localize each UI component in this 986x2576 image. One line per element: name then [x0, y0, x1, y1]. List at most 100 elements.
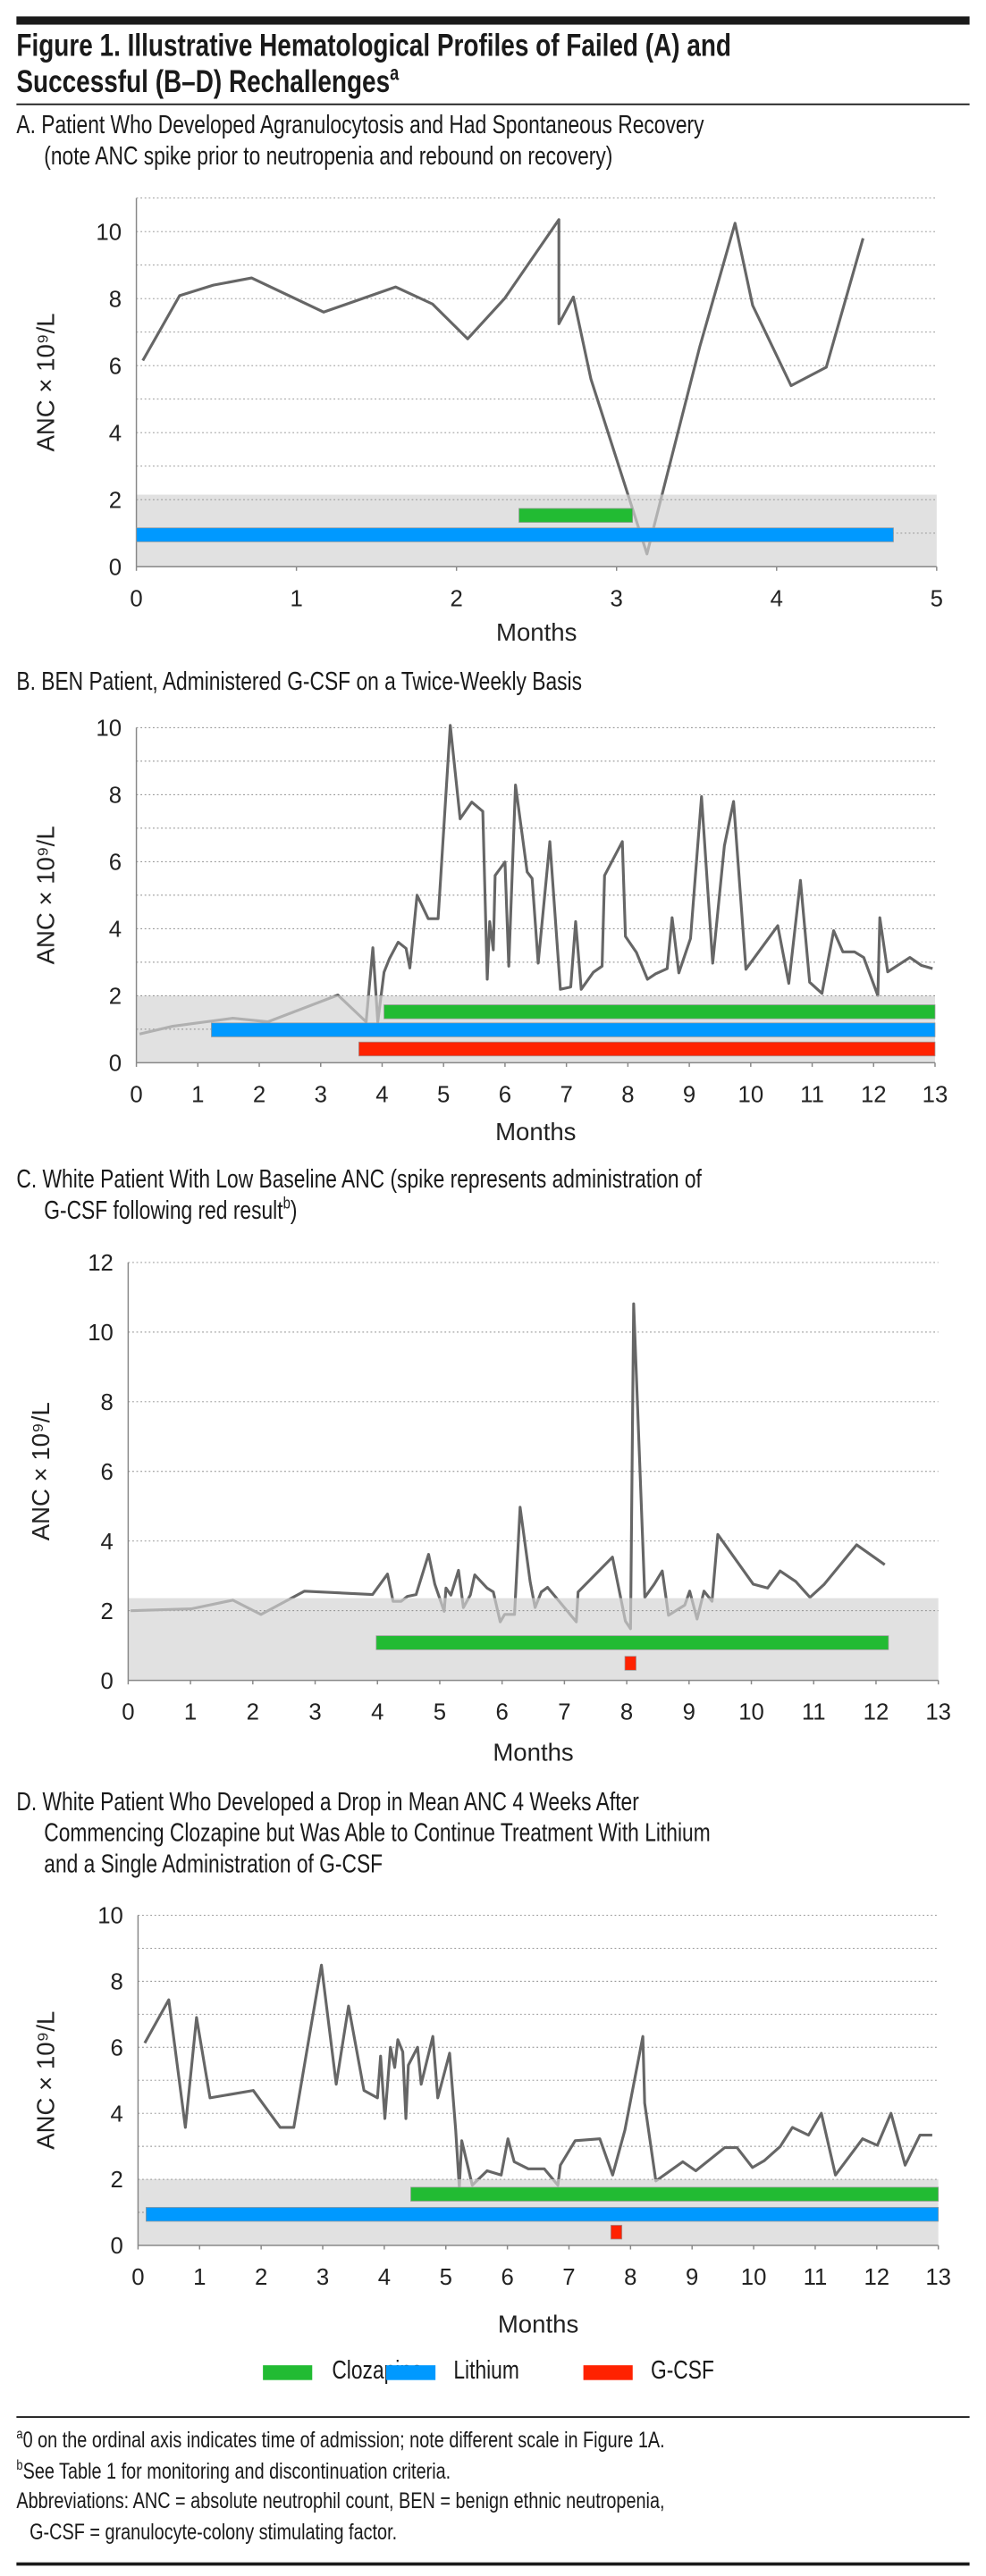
anc-series-line: [141, 218, 864, 495]
anc-series-line: [332, 724, 933, 996]
treatment-bar-lithium: [211, 1022, 936, 1037]
x-tick-label: 7: [558, 1700, 570, 1725]
panel-b-title: B. BEN Patient, Administered G-CSF on a …: [16, 667, 582, 698]
y-tick-label: 8: [111, 1970, 123, 1995]
footnote-text: See Table 1 for monitoring and discontin…: [22, 2458, 451, 2483]
x-tick-label: 0: [131, 2265, 144, 2290]
panel-d-line: Commencing Clozapine but Was Able to Con…: [44, 1819, 711, 1849]
x-tick-label: 5: [440, 2265, 452, 2290]
x-tick-label: 4: [378, 2265, 391, 2290]
x-tick-label: 5: [437, 1082, 450, 1107]
x-tick-label: 11: [800, 1082, 824, 1107]
panel-a-line: (note ANC spike prior to neutropenia and…: [44, 142, 613, 172]
y-tick-label: 4: [111, 2102, 123, 2127]
x-tick-label: 9: [686, 2265, 698, 2290]
x-tick-label: 10: [738, 1700, 764, 1725]
panel-a-line: A. Patient Who Developed Agranulocytosis…: [16, 112, 704, 140]
panel-b-line: B. BEN Patient, Administered G-CSF on a …: [16, 668, 582, 697]
x-tick-label: 4: [771, 586, 783, 611]
treatment-bar-g-csf: [610, 2224, 623, 2240]
x-tick-label: 2: [451, 586, 463, 611]
treatment-bar-clozapine: [518, 508, 634, 524]
title-footnote-mark: a: [390, 62, 400, 85]
footnotes: a0 on the ordinal axis indicates time of…: [16, 2426, 664, 2547]
x-tick-label: 13: [923, 1082, 948, 1107]
anc-series-line: [288, 1302, 886, 1598]
x-tick-label: 12: [864, 1700, 889, 1725]
x-axis-label: Months: [493, 1739, 573, 1766]
y-axis-label: ANC × 10⁹/L: [27, 1402, 55, 1540]
x-tick-label: 11: [804, 2265, 828, 2290]
y-tick-label: 0: [101, 1669, 114, 1694]
x-tick-label: 3: [316, 2265, 329, 2290]
bottom-rule: [16, 2562, 970, 2565]
x-tick-label: 1: [193, 2265, 206, 2290]
title-line: Figure 1. Illustrative Hematological Pro…: [16, 29, 731, 64]
x-tick-label: 1: [290, 586, 302, 611]
y-tick-label: 6: [111, 2035, 123, 2060]
y-axis-label: ANC × 10⁹/L: [32, 2011, 60, 2150]
y-tick-label: 0: [109, 555, 122, 580]
x-axis-label: Months: [495, 1118, 576, 1145]
y-tick-label: 2: [109, 488, 122, 513]
x-tick-label: 4: [371, 1700, 383, 1725]
x-tick-label: 8: [624, 2265, 636, 2290]
x-tick-label: 6: [499, 1082, 511, 1107]
x-axis-label: Months: [496, 618, 577, 646]
x-tick-label: 3: [308, 1700, 321, 1725]
panel-d-line: and a Single Administration of G-CSF: [44, 1850, 383, 1880]
legend-label-lithium: Lithium: [453, 2356, 519, 2386]
panel-a-title: A. Patient Who Developed Agranulocytosis…: [16, 110, 704, 172]
x-tick-label: 13: [925, 2265, 951, 2290]
footnote-rule: [16, 2416, 970, 2419]
panel-c-line: G-CSF following red resultb): [16, 1196, 702, 1227]
panel-c-text: G-CSF following red result: [44, 1197, 283, 1226]
x-tick-label: 1: [191, 1082, 204, 1107]
x-tick-label: 5: [434, 1700, 446, 1725]
x-tick-label: 12: [864, 2265, 889, 2290]
footnote-text: 0 on the ordinal axis indicates time of …: [22, 2428, 665, 2453]
x-tick-label: 0: [130, 586, 142, 611]
x-tick-label: 13: [925, 1700, 951, 1725]
x-tick-label: 8: [620, 1700, 633, 1725]
footnote-b: bSee Table 1 for monitoring and disconti…: [16, 2456, 664, 2487]
x-tick-label: 2: [255, 2265, 267, 2290]
x-tick-label: 3: [611, 586, 623, 611]
x-tick-label: 0: [122, 1700, 134, 1725]
x-tick-label: 6: [501, 2265, 513, 2290]
legend-label-gcsf: G-CSF: [650, 2356, 714, 2386]
y-tick-label: 8: [101, 1390, 114, 1415]
footnote-mark: b: [16, 2455, 23, 2472]
y-axis-label: ANC × 10⁹/L: [32, 826, 60, 964]
y-tick-label: 10: [88, 1321, 114, 1346]
title-text: Successful (B–D) Rechallenges: [16, 65, 391, 101]
x-tick-label: 10: [741, 2265, 767, 2290]
x-tick-label: 11: [802, 1700, 826, 1725]
x-axis-label: Months: [498, 2310, 578, 2337]
x-tick-label: 7: [560, 1082, 572, 1107]
y-tick-label: 6: [109, 354, 122, 379]
treatment-bar-g-csf: [358, 1041, 936, 1057]
title-rule: [16, 103, 970, 105]
y-tick-label: 2: [101, 1599, 114, 1624]
y-tick-label: 8: [109, 287, 122, 312]
y-tick-label: 6: [101, 1460, 114, 1485]
abbreviations: Abbreviations: ANC = absolute neutrophil…: [16, 2488, 665, 2513]
y-tick-label: 6: [109, 851, 122, 876]
panel-d-title: D. White Patient Who Developed a Drop in…: [16, 1787, 710, 1881]
panel-c-line: C. White Patient With Low Baseline ANC (…: [16, 1166, 702, 1195]
y-tick-label: 10: [96, 717, 122, 742]
x-tick-label: 6: [496, 1700, 509, 1725]
panel-c-footnote-mark: b: [282, 1195, 291, 1214]
treatment-bar-g-csf: [624, 1656, 636, 1671]
x-tick-label: 1: [184, 1700, 197, 1725]
x-tick-label: 2: [253, 1082, 265, 1107]
treatment-bar-lithium: [146, 2207, 940, 2222]
footnote-mark: a: [16, 2425, 23, 2442]
x-tick-label: 4: [375, 1082, 388, 1107]
y-tick-label: 4: [101, 1530, 114, 1555]
x-tick-label: 0: [130, 1082, 142, 1107]
